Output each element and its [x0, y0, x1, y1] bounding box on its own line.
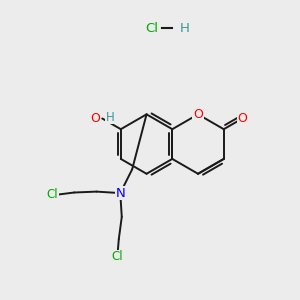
Text: H: H: [180, 22, 190, 34]
Text: Cl: Cl: [145, 22, 158, 34]
Text: O: O: [193, 108, 203, 121]
Text: Cl: Cl: [46, 188, 58, 201]
Text: O: O: [237, 112, 247, 125]
Text: H: H: [106, 110, 114, 124]
Text: N: N: [116, 187, 125, 200]
Text: O: O: [90, 112, 100, 125]
Text: Cl: Cl: [112, 250, 123, 263]
